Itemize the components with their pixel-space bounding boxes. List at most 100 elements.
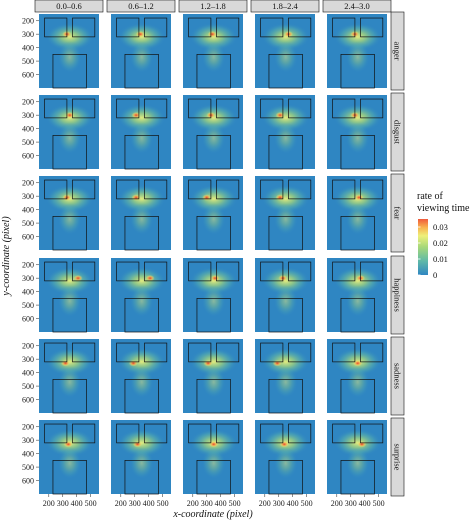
hotspot bbox=[135, 30, 145, 38]
legend-title-line-2: viewing time bbox=[417, 203, 470, 214]
heatmap-panel bbox=[39, 95, 99, 170]
aoi-box bbox=[268, 54, 303, 89]
aoi-box bbox=[124, 460, 159, 495]
hotspot bbox=[357, 441, 367, 448]
row-strip-label: fear bbox=[393, 206, 403, 219]
heatmap-panel bbox=[111, 258, 171, 333]
y-tick-label: 300 bbox=[22, 192, 34, 201]
y-tick-label: 200 bbox=[22, 98, 34, 107]
density-blob-mouth bbox=[201, 366, 226, 399]
x-tick-label: 200 bbox=[331, 499, 343, 508]
x-tick-label: 500 bbox=[157, 499, 169, 508]
aoi-box bbox=[52, 379, 87, 414]
density-blob-eyes bbox=[333, 103, 382, 132]
aoi-box bbox=[124, 216, 159, 251]
heatmap-panel bbox=[39, 14, 99, 89]
hotspot bbox=[272, 360, 282, 367]
density-blob-eyes bbox=[333, 22, 382, 51]
aoi-box bbox=[72, 98, 96, 119]
density-blob-eyes bbox=[45, 266, 94, 295]
y-tick-label: 300 bbox=[22, 436, 34, 445]
x-tick-label: 200 bbox=[187, 499, 199, 508]
heatmap-panel bbox=[327, 95, 387, 170]
aoi-box bbox=[288, 179, 312, 200]
heatmap-panel bbox=[111, 14, 171, 89]
aoi-box bbox=[196, 135, 231, 170]
aoi-box bbox=[340, 460, 375, 495]
density-blob-mouth bbox=[345, 285, 370, 318]
aoi-box bbox=[116, 17, 140, 38]
aoi-box bbox=[188, 342, 212, 363]
y-tick-label: 300 bbox=[22, 274, 34, 283]
x-tick-label: 300 bbox=[129, 499, 141, 508]
hotspot bbox=[131, 111, 141, 119]
aoi-box bbox=[216, 17, 240, 38]
aoi-box bbox=[260, 179, 284, 200]
x-tick-label: 500 bbox=[85, 499, 97, 508]
aoi-box bbox=[72, 17, 96, 38]
aoi-box bbox=[144, 179, 168, 200]
aoi-box bbox=[332, 342, 356, 363]
density-blob-mouth bbox=[129, 203, 154, 236]
aoi-box bbox=[44, 423, 68, 444]
legend-tick-label: 0 bbox=[433, 270, 437, 280]
row-strip-bg bbox=[390, 92, 405, 172]
y-tick-label: 300 bbox=[22, 355, 34, 364]
hotspot bbox=[354, 194, 364, 201]
aoi-box bbox=[144, 98, 168, 119]
density-blob-mouth bbox=[129, 366, 154, 399]
density-blob-mouth bbox=[57, 41, 82, 74]
density-blob-mouth bbox=[129, 122, 154, 155]
heatmap-panels bbox=[39, 14, 387, 495]
density-blob-mouth bbox=[129, 447, 154, 480]
density-blob-mouth bbox=[201, 285, 226, 318]
heatmap-panel bbox=[183, 258, 243, 333]
aoi-box bbox=[44, 261, 68, 282]
legend-tick-label: 0.03 bbox=[433, 222, 448, 232]
aoi-box bbox=[260, 17, 284, 38]
aoi-box bbox=[260, 342, 284, 363]
aoi-box bbox=[216, 179, 240, 200]
heatmap-panel bbox=[255, 258, 315, 333]
y-tick-label: 400 bbox=[22, 205, 34, 214]
y-tick-label: 600 bbox=[22, 151, 34, 160]
aoi-box bbox=[340, 135, 375, 170]
aoi-box bbox=[188, 261, 212, 282]
heatmap-panel bbox=[183, 339, 243, 414]
density-blob-mouth bbox=[273, 41, 298, 74]
x-tick-label: 200 bbox=[43, 499, 55, 508]
hotspot bbox=[65, 111, 75, 119]
density-blob-eyes bbox=[45, 347, 94, 376]
hotspot bbox=[63, 441, 73, 448]
aoi-box bbox=[332, 261, 356, 282]
y-tick-label: 500 bbox=[22, 382, 34, 391]
aoi-box bbox=[268, 135, 303, 170]
heatmap-panel bbox=[255, 339, 315, 414]
aoi-box bbox=[340, 216, 375, 251]
x-tick-label: 300 bbox=[273, 499, 285, 508]
column-strip-bg bbox=[178, 0, 248, 13]
x-tick-label: 500 bbox=[229, 499, 241, 508]
density-blob-mouth bbox=[273, 447, 298, 480]
aoi-box bbox=[116, 179, 140, 200]
aoi-box bbox=[360, 98, 384, 119]
density-blob-mouth bbox=[129, 285, 154, 318]
aoi-box bbox=[196, 298, 231, 333]
hotspot bbox=[275, 194, 285, 201]
heatmap-panel bbox=[327, 339, 387, 414]
hotspot bbox=[207, 30, 217, 38]
aoi-box bbox=[116, 342, 140, 363]
aoi-box bbox=[72, 342, 96, 363]
hotspot bbox=[210, 274, 220, 282]
row-strip-bg bbox=[390, 336, 405, 416]
heatmap-panel bbox=[111, 95, 171, 170]
hotspot bbox=[73, 274, 83, 282]
aoi-box bbox=[332, 423, 356, 444]
heatmap-panel bbox=[111, 339, 171, 414]
aoi-box bbox=[52, 135, 87, 170]
hotspot bbox=[128, 360, 138, 367]
column-strip-bg bbox=[250, 0, 320, 13]
aoi-box bbox=[360, 179, 384, 200]
aoi-box bbox=[340, 54, 375, 89]
